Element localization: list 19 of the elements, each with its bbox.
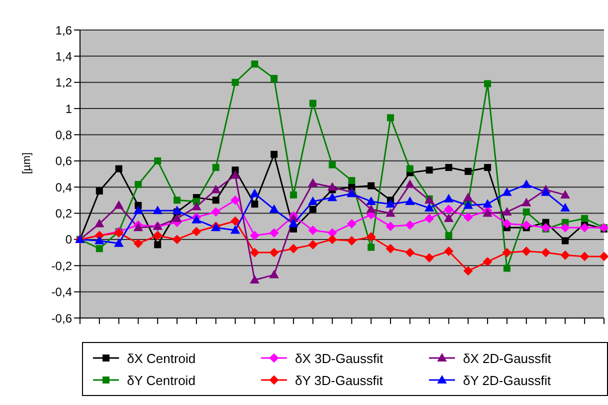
- legend-label: δX 3D-Gaussfit: [295, 350, 384, 366]
- y-tick-label: 1,2: [55, 76, 72, 90]
- y-tick-label: -0,4: [51, 285, 72, 300]
- legend-label: δY 3D-Gaussfit: [295, 372, 383, 388]
- y-tick-label: 0,6: [55, 154, 72, 168]
- legend-label: δX 2D-Gaussfit: [463, 350, 552, 366]
- legend-label: δX Centroid: [127, 350, 196, 366]
- y-tick-label: 1,4: [55, 49, 72, 64]
- y-tick-label: 0,4: [55, 180, 72, 194]
- y-tick-label: 1: [65, 102, 72, 116]
- y-axis-title: [µm]: [20, 152, 33, 174]
- y-tick-label: -0,6: [51, 311, 72, 326]
- y-tick-label: 1,6: [55, 23, 72, 38]
- y-tick-label: 0,2: [55, 206, 72, 221]
- legend-label: δY 2D-Gaussfit: [463, 372, 551, 388]
- y-tick-label: -0,2: [51, 258, 72, 273]
- y-tick-label: 0,8: [55, 128, 72, 142]
- y-tick-label: 0: [65, 232, 72, 247]
- legend-label: δY Centroid: [127, 372, 196, 388]
